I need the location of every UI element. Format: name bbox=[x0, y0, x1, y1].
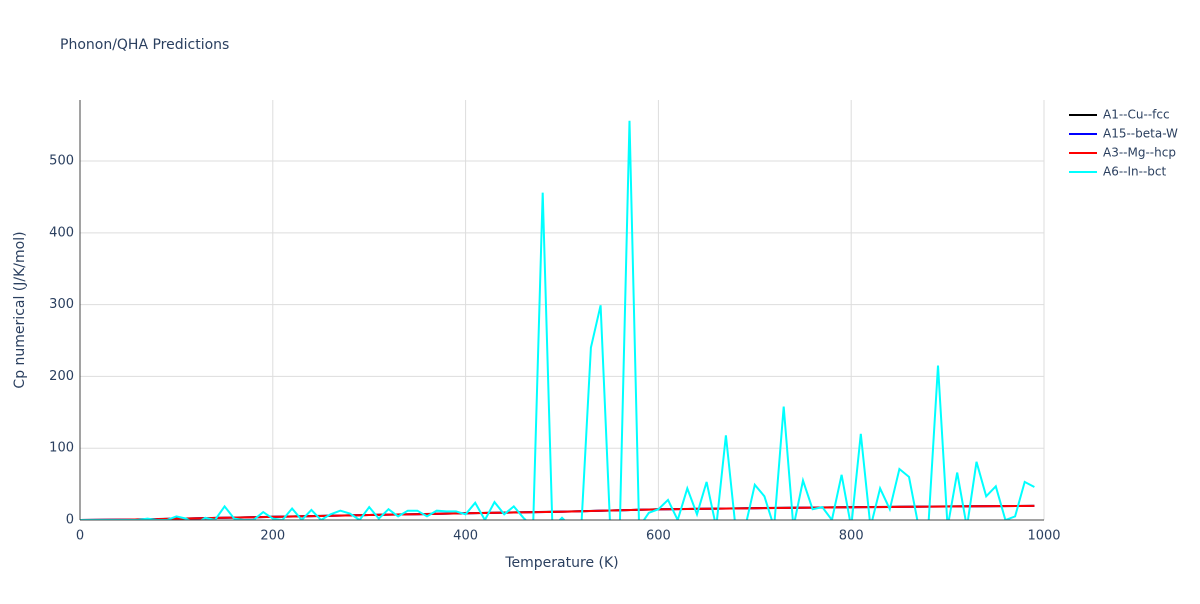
legend-label: A1--Cu--fcc bbox=[1103, 108, 1170, 122]
y-tick-label: 200 bbox=[49, 369, 74, 384]
y-tick-label: 400 bbox=[49, 225, 74, 240]
series-line bbox=[80, 504, 1035, 520]
x-tick-label: 600 bbox=[646, 529, 671, 544]
x-tick-label: 400 bbox=[453, 529, 478, 544]
legend-label: A6--In--bct bbox=[1103, 165, 1167, 179]
chart-title: Phonon/QHA Predictions bbox=[60, 37, 229, 53]
y-tick-label: 300 bbox=[49, 297, 74, 312]
y-tick-label: 500 bbox=[49, 154, 74, 169]
x-axis-title: Temperature (K) bbox=[504, 555, 618, 571]
x-tick-label: 1000 bbox=[1027, 529, 1060, 544]
legend-label: A3--Mg--hcp bbox=[1103, 146, 1176, 160]
y-tick-label: 0 bbox=[66, 513, 74, 528]
x-tick-label: 800 bbox=[839, 529, 864, 544]
y-tick-label: 100 bbox=[49, 441, 74, 456]
series-line bbox=[80, 120, 1035, 520]
x-tick-label: 0 bbox=[76, 529, 84, 544]
legend-label: A15--beta-W bbox=[1103, 127, 1178, 141]
y-axis-title: Cp numerical (J/K/mol) bbox=[12, 231, 28, 388]
x-tick-label: 200 bbox=[260, 529, 285, 544]
